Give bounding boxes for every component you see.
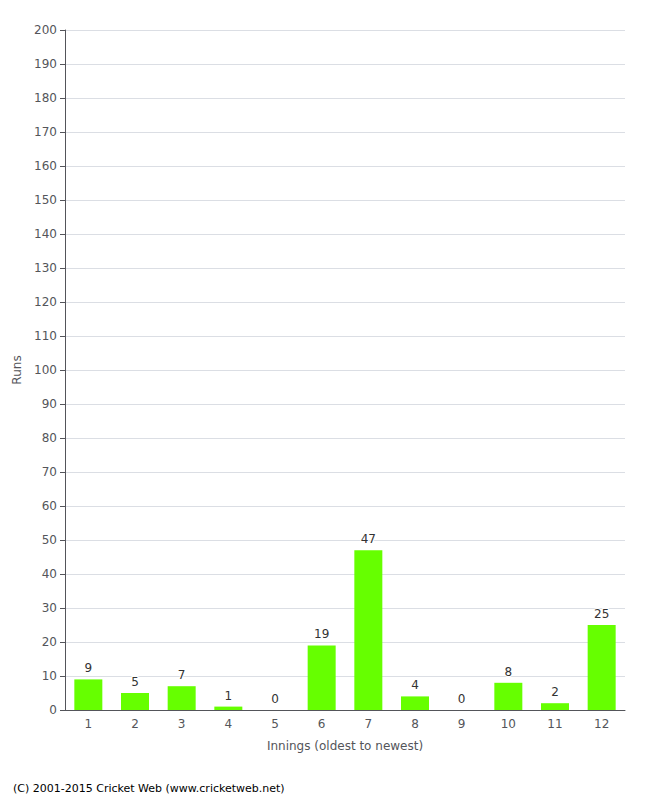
svg-text:2: 2 <box>551 685 559 699</box>
svg-text:11: 11 <box>547 717 562 731</box>
svg-text:150: 150 <box>34 193 57 207</box>
svg-text:Innings (oldest to newest): Innings (oldest to newest) <box>267 739 423 753</box>
svg-text:19: 19 <box>314 627 329 641</box>
svg-text:10: 10 <box>42 669 57 683</box>
svg-text:7: 7 <box>365 717 373 731</box>
svg-text:40: 40 <box>42 567 57 581</box>
svg-text:9: 9 <box>458 717 466 731</box>
svg-text:180: 180 <box>34 91 57 105</box>
svg-text:90: 90 <box>42 397 57 411</box>
svg-text:0: 0 <box>458 692 466 706</box>
svg-text:4: 4 <box>225 717 233 731</box>
svg-text:7: 7 <box>178 668 186 682</box>
svg-text:130: 130 <box>34 261 57 275</box>
svg-text:50: 50 <box>42 533 57 547</box>
svg-text:1: 1 <box>225 689 233 703</box>
svg-text:190: 190 <box>34 57 57 71</box>
svg-text:30: 30 <box>42 601 57 615</box>
svg-text:6: 6 <box>318 717 326 731</box>
svg-text:60: 60 <box>42 499 57 513</box>
svg-text:2: 2 <box>131 717 139 731</box>
svg-text:12: 12 <box>594 717 609 731</box>
svg-text:0: 0 <box>49 703 57 717</box>
svg-text:Runs: Runs <box>10 355 24 384</box>
svg-text:4: 4 <box>411 678 419 692</box>
svg-text:20: 20 <box>42 635 57 649</box>
svg-text:110: 110 <box>34 329 57 343</box>
svg-text:80: 80 <box>42 431 57 445</box>
svg-text:140: 140 <box>34 227 57 241</box>
svg-text:0: 0 <box>271 692 279 706</box>
svg-text:25: 25 <box>594 607 609 621</box>
svg-text:8: 8 <box>411 717 419 731</box>
svg-text:160: 160 <box>34 159 57 173</box>
svg-text:5: 5 <box>131 675 139 689</box>
svg-text:5: 5 <box>271 717 279 731</box>
svg-text:47: 47 <box>361 532 376 546</box>
svg-text:9: 9 <box>85 661 93 675</box>
svg-text:3: 3 <box>178 717 186 731</box>
svg-text:(C) 2001-2015 Cricket Web (www: (C) 2001-2015 Cricket Web (www.cricketwe… <box>13 782 285 795</box>
svg-text:8: 8 <box>505 665 513 679</box>
svg-text:10: 10 <box>501 717 516 731</box>
svg-text:170: 170 <box>34 125 57 139</box>
svg-text:200: 200 <box>34 23 57 37</box>
svg-text:100: 100 <box>34 363 57 377</box>
svg-text:1: 1 <box>85 717 93 731</box>
svg-text:120: 120 <box>34 295 57 309</box>
svg-text:70: 70 <box>42 465 57 479</box>
